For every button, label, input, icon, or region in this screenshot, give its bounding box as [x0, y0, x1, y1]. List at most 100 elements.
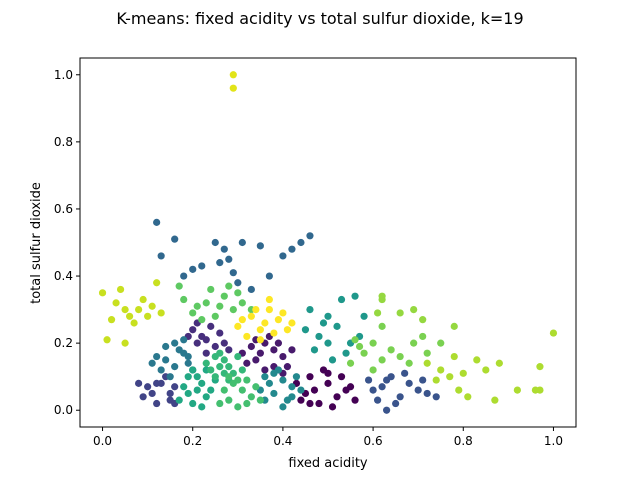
data-point-cluster-4-13 [419, 376, 427, 384]
data-point-cluster-2-6 [207, 322, 215, 330]
data-point-cluster-3-4 [153, 399, 161, 408]
data-point-cluster-0-8 [310, 386, 319, 394]
data-point-cluster-14-6 [419, 316, 427, 324]
data-point-cluster-16-12 [121, 339, 129, 347]
data-point-cluster-4-7 [378, 383, 386, 391]
data-point-cluster-7-10 [270, 369, 278, 377]
data-point-cluster-1-10 [288, 346, 296, 354]
data-point-cluster-7-12 [261, 373, 269, 381]
data-point-cluster-5-14 [234, 279, 242, 287]
data-point-cluster-13-10 [419, 332, 427, 341]
data-point-cluster-16-1 [112, 299, 120, 307]
data-point-cluster-17-0 [229, 71, 237, 79]
data-point-cluster-1-6 [283, 363, 292, 371]
data-point-cluster-15-3 [459, 369, 467, 377]
data-point-cluster-18-5 [261, 319, 269, 327]
data-point-cluster-18-10 [238, 316, 246, 324]
data-point-cluster-4-14 [432, 393, 440, 401]
data-point-cluster-16-4 [126, 312, 134, 320]
y-tick-label-5: 1.0 [54, 68, 73, 82]
data-point-cluster-4-5 [387, 373, 395, 381]
data-point-cluster-15-15 [536, 363, 544, 371]
x-tick-label-1: 0.2 [183, 434, 202, 448]
data-point-cluster-9-12 [175, 396, 183, 404]
data-point-cluster-10-2 [211, 373, 219, 381]
data-point-cluster-18-11 [279, 309, 287, 317]
data-point-cluster-11-0 [225, 396, 233, 404]
data-point-cluster-5-17 [247, 285, 255, 294]
data-point-cluster-4-12 [383, 406, 391, 414]
data-point-cluster-13-6 [396, 352, 404, 361]
data-point-cluster-15-13 [531, 386, 540, 394]
data-point-cluster-8-0 [306, 305, 314, 314]
data-point-cluster-6-10 [162, 342, 170, 351]
data-point-cluster-8-14 [328, 356, 337, 364]
data-point-cluster-7-11 [288, 393, 296, 401]
data-point-cluster-16-14 [144, 312, 152, 320]
data-point-cluster-9-1 [198, 379, 206, 387]
data-point-cluster-12-11 [180, 295, 188, 304]
data-point-cluster-18-14 [265, 295, 273, 304]
data-point-cluster-0-9 [337, 373, 346, 381]
data-point-cluster-8-2 [315, 332, 323, 341]
data-point-cluster-13-12 [423, 349, 431, 357]
data-point-cluster-12-0 [189, 309, 197, 317]
y-axis: 0.0 0.2 0.4 0.6 0.8 1.0 [54, 68, 80, 417]
data-point-cluster-12-12 [193, 302, 201, 310]
data-point-cluster-0-12 [351, 396, 359, 404]
scatter-points [98, 71, 558, 414]
data-point-cluster-2-5 [193, 339, 201, 347]
data-point-cluster-13-13 [437, 339, 445, 347]
data-point-cluster-2-2 [189, 326, 197, 334]
data-point-cluster-16-3 [116, 285, 125, 294]
data-point-cluster-15-2 [450, 352, 458, 361]
data-point-cluster-5-6 [279, 252, 287, 260]
data-point-cluster-15-16 [495, 359, 503, 367]
data-point-cluster-10-6 [202, 359, 210, 367]
data-point-cluster-2-10 [225, 346, 233, 354]
data-point-cluster-2-7 [220, 339, 228, 347]
y-tick-label-0: 0.0 [54, 403, 73, 417]
data-point-cluster-8-11 [342, 349, 350, 357]
data-point-cluster-14-2 [410, 305, 418, 314]
data-point-cluster-10-0 [207, 366, 215, 374]
data-point-cluster-1-2 [261, 366, 269, 374]
data-point-cluster-6-7 [153, 352, 161, 361]
data-point-cluster-5-4 [238, 238, 246, 247]
data-point-cluster-11-11 [256, 396, 264, 404]
data-point-cluster-5-13 [198, 262, 206, 270]
data-point-cluster-13-3 [378, 356, 386, 364]
data-point-cluster-16-5 [135, 305, 143, 314]
data-point-cluster-3-2 [148, 389, 156, 398]
data-point-cluster-9-4 [193, 373, 201, 381]
data-point-cluster-14-3 [374, 309, 382, 317]
data-point-cluster-4-3 [374, 396, 382, 404]
data-point-cluster-2-3 [202, 349, 210, 357]
data-point-cluster-13-8 [351, 336, 359, 344]
data-point-cluster-18-6 [274, 316, 282, 324]
data-point-cluster-1-8 [274, 339, 282, 347]
data-point-cluster-18-13 [288, 319, 296, 327]
data-point-cluster-18-4 [243, 332, 251, 341]
data-point-cluster-12-9 [225, 282, 233, 290]
data-point-cluster-8-10 [319, 319, 328, 327]
data-point-cluster-13-5 [387, 346, 395, 354]
data-point-cluster-3-7 [139, 393, 147, 401]
data-point-cluster-7-3 [288, 383, 296, 391]
data-point-cluster-18-2 [256, 326, 264, 334]
data-point-cluster-15-6 [482, 366, 490, 374]
data-point-cluster-14-1 [378, 292, 386, 300]
data-point-cluster-8-7 [324, 339, 332, 347]
data-point-cluster-18-9 [270, 329, 278, 337]
data-point-cluster-6-2 [157, 366, 165, 374]
data-point-cluster-9-3 [202, 393, 210, 401]
x-tick-label-4: 0.8 [454, 434, 473, 448]
data-point-cluster-9-10 [184, 373, 192, 381]
data-point-cluster-2-4 [216, 329, 224, 337]
data-point-cluster-15-14 [549, 329, 558, 337]
data-point-cluster-10-1 [220, 356, 228, 364]
data-point-cluster-14-5 [396, 309, 404, 317]
data-point-cluster-8-5 [310, 346, 319, 354]
data-point-cluster-5-2 [220, 245, 228, 253]
